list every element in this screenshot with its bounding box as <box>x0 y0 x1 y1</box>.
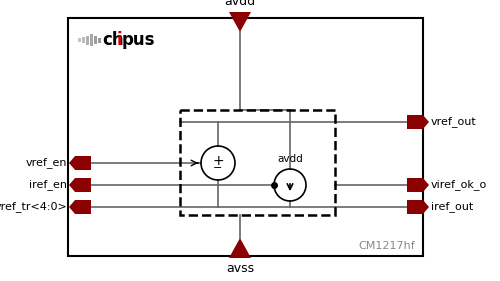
Bar <box>94 36 97 44</box>
Polygon shape <box>229 238 251 258</box>
Polygon shape <box>69 156 91 170</box>
Text: viref_ok_o: viref_ok_o <box>431 180 487 191</box>
Polygon shape <box>229 12 251 32</box>
Polygon shape <box>69 200 91 214</box>
Bar <box>98 37 101 42</box>
Bar <box>82 37 85 43</box>
Bar <box>180 110 335 215</box>
Text: vref_en: vref_en <box>26 158 67 168</box>
Text: −: − <box>214 163 222 173</box>
Text: +: + <box>212 154 224 168</box>
Text: avdd: avdd <box>277 154 303 164</box>
Text: avdd: avdd <box>224 0 256 8</box>
Bar <box>90 34 93 46</box>
Bar <box>68 18 423 256</box>
Polygon shape <box>407 178 429 192</box>
Text: ch: ch <box>102 31 124 49</box>
Text: vref_out: vref_out <box>431 117 477 128</box>
Polygon shape <box>69 178 91 192</box>
Text: i: i <box>117 31 122 49</box>
Polygon shape <box>407 115 429 129</box>
Text: pus: pus <box>122 31 156 49</box>
Text: vref_tr<4:0>: vref_tr<4:0> <box>0 201 67 212</box>
Text: iref_out: iref_out <box>431 201 473 212</box>
Bar <box>78 38 81 42</box>
Bar <box>86 35 89 44</box>
Polygon shape <box>407 200 429 214</box>
Text: CM1217hf: CM1217hf <box>358 241 415 251</box>
Text: avss: avss <box>226 262 254 275</box>
Text: iref_en: iref_en <box>29 180 67 191</box>
